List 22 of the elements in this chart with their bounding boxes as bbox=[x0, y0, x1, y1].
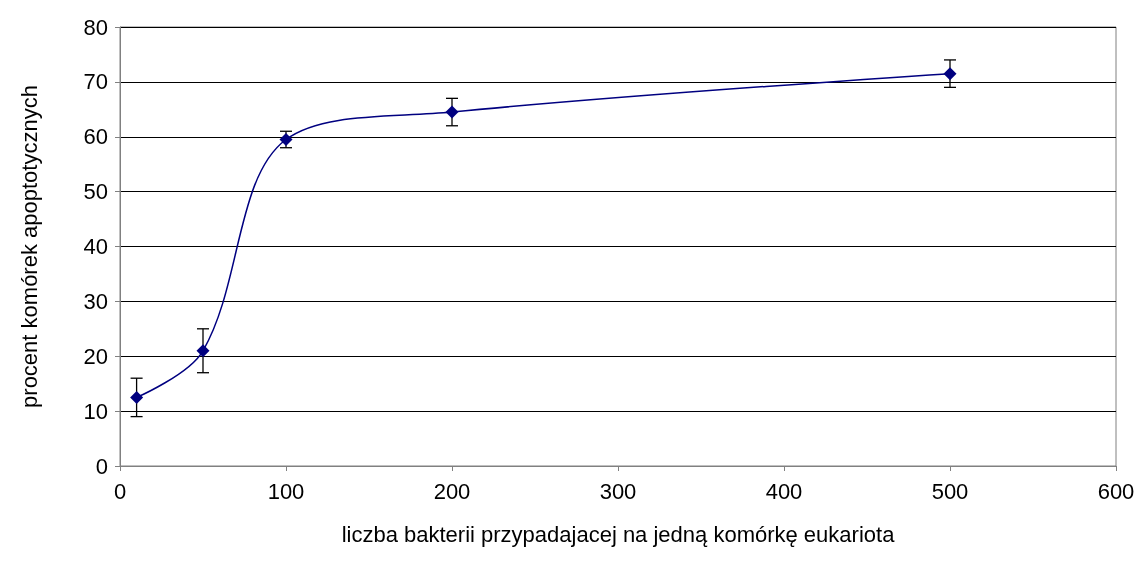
x-tick-label: 400 bbox=[765, 478, 803, 504]
point bbox=[130, 390, 144, 404]
point bbox=[196, 344, 210, 358]
y-axis-title: procent komórek apoptotycznych bbox=[16, 85, 42, 408]
point bbox=[943, 67, 957, 81]
y-tick-label: 10 bbox=[83, 398, 108, 424]
x-tick-label: 0 bbox=[113, 478, 127, 504]
y-tick-label: 0 bbox=[95, 453, 108, 479]
x-tick-label: 600 bbox=[1097, 478, 1135, 504]
y-tick-label: 50 bbox=[83, 179, 108, 205]
point bbox=[445, 105, 459, 119]
y-tick-label: 60 bbox=[83, 124, 108, 150]
y-tick-label: 40 bbox=[83, 234, 108, 259]
y-tick-label: 20 bbox=[83, 343, 108, 369]
x-tick-label: 500 bbox=[931, 478, 969, 504]
x-tick-label: 100 bbox=[267, 478, 305, 504]
y-tick-label: 80 bbox=[83, 14, 108, 40]
x-axis-title: liczba bakterii przypadajacej na jedną komórkę eukariota bbox=[341, 521, 896, 547]
y-tick-label: 30 bbox=[83, 288, 108, 314]
x-tick-label: 200 bbox=[433, 478, 471, 504]
x-tick-label: 300 bbox=[599, 478, 637, 504]
y-tick-label: 70 bbox=[83, 69, 108, 95]
